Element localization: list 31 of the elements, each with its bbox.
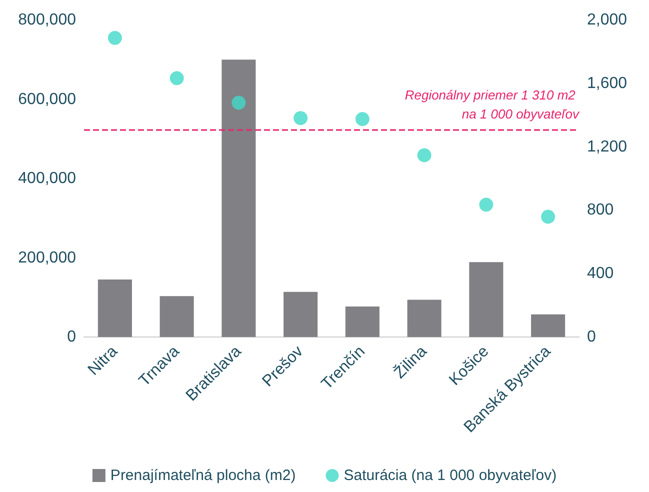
y-tick-label: 400,000 xyxy=(18,170,76,187)
legend-label: Prenajímateľná plocha (m2) xyxy=(110,467,296,484)
bar xyxy=(469,262,504,337)
y-tick-label: 800,000 xyxy=(18,12,76,28)
point xyxy=(355,112,370,126)
point xyxy=(170,71,184,86)
bar xyxy=(531,314,566,337)
y-tick-label: 600,000 xyxy=(18,90,76,108)
y2-tick-label: 400 xyxy=(587,265,614,282)
point xyxy=(108,30,122,45)
point xyxy=(541,210,556,224)
bar xyxy=(284,292,318,337)
bar xyxy=(345,306,380,337)
point xyxy=(417,148,432,162)
point xyxy=(294,111,308,126)
legend-label: Saturácia (na 1 000 obyvateľov) xyxy=(344,467,557,484)
bar xyxy=(160,296,194,337)
y2-tick-label: 1,200 xyxy=(587,138,628,156)
ref-line-label: Regionálny priemer 1 310 m2 na 1 000 obyvateľov xyxy=(404,87,580,122)
bar xyxy=(407,300,442,337)
y-tick-label: 200,000 xyxy=(18,249,76,266)
y2-tick-label: 800 xyxy=(587,202,614,219)
y-tick-label: 0 xyxy=(67,328,76,346)
y2-tick-label: 0 xyxy=(587,328,596,346)
y2-tick-label: 1,600 xyxy=(587,74,628,92)
y2-tick-label: 2,000 xyxy=(587,12,628,28)
bar xyxy=(98,280,132,337)
bar xyxy=(222,60,256,337)
x-tick-label: Nitra xyxy=(85,342,122,379)
point xyxy=(232,96,246,110)
point xyxy=(479,198,494,212)
